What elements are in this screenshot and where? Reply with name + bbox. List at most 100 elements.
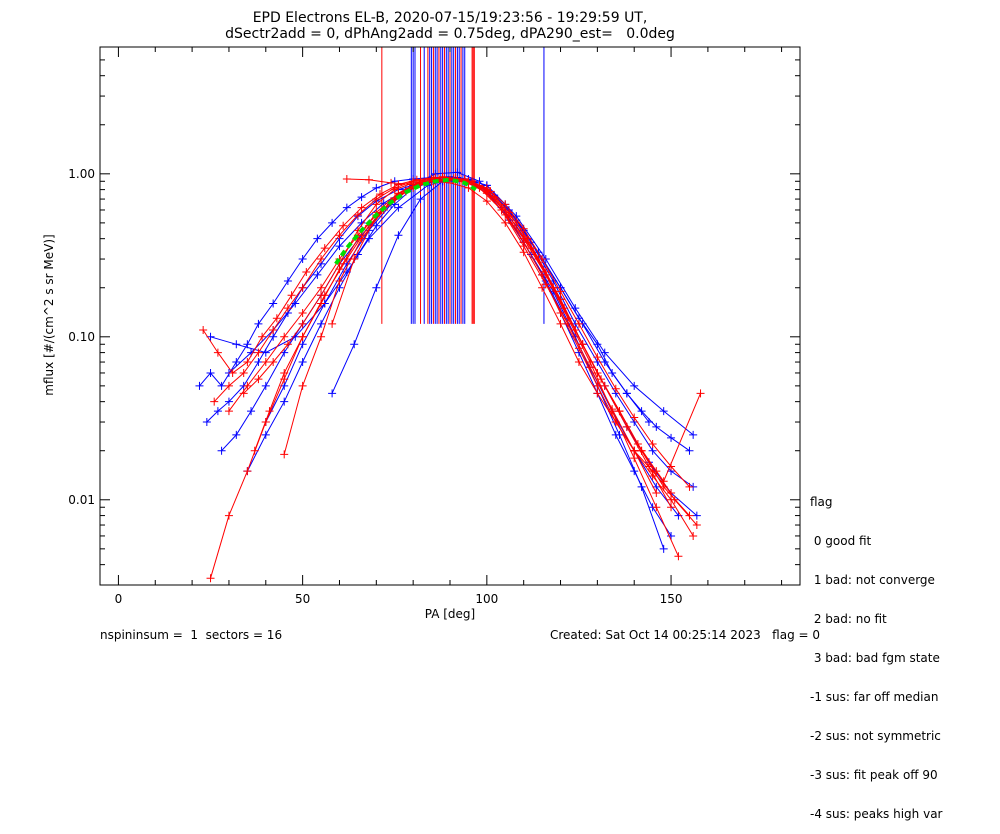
data-point xyxy=(667,495,676,504)
data-point xyxy=(630,381,639,390)
data-point xyxy=(659,482,668,491)
series-line xyxy=(331,176,690,516)
y-tick-label: 0.01 xyxy=(68,493,95,507)
data-point xyxy=(556,287,565,296)
data-point xyxy=(224,407,233,416)
data-point xyxy=(298,358,307,367)
data-point xyxy=(571,326,580,335)
data-point xyxy=(313,270,322,279)
data-point xyxy=(630,413,639,422)
data-point xyxy=(685,511,694,520)
data-point xyxy=(224,381,233,390)
data-point xyxy=(280,450,289,459)
data-point xyxy=(685,482,694,491)
chart-plot: 0 50 100 150 0.01 0.10 1.00 mflux [#/(cm^2 s s… xyxy=(42,46,801,621)
data-series xyxy=(195,168,705,583)
data-point xyxy=(574,319,583,328)
data-point xyxy=(213,407,222,416)
x-tick-label: 100 xyxy=(475,592,498,606)
data-point xyxy=(202,418,211,427)
data-point xyxy=(409,180,418,189)
data-point xyxy=(667,503,676,512)
data-point xyxy=(335,242,344,251)
data-point xyxy=(611,384,620,393)
data-point xyxy=(291,299,300,308)
data-point xyxy=(239,368,248,377)
legend-line: 0 good fit xyxy=(810,534,872,548)
data-point xyxy=(269,332,278,341)
data-point xyxy=(313,234,322,243)
data-point xyxy=(280,397,289,406)
data-point xyxy=(637,407,646,416)
legend-line: -1 sus: far off median xyxy=(810,690,939,704)
data-point xyxy=(254,358,263,367)
data-point xyxy=(482,197,491,206)
data-point xyxy=(689,531,698,540)
data-point xyxy=(317,299,326,308)
data-point xyxy=(615,407,624,416)
data-point xyxy=(261,430,270,439)
data-point xyxy=(217,381,226,390)
data-point xyxy=(501,200,510,209)
data-point xyxy=(600,348,609,357)
data-point xyxy=(298,319,307,328)
data-point xyxy=(600,358,609,367)
data-point xyxy=(272,314,281,323)
data-point xyxy=(269,299,278,308)
data-point xyxy=(243,381,252,390)
y-axis-label: mflux [#/(cm^2 s sr MeV)] xyxy=(42,234,56,395)
data-point xyxy=(667,433,676,442)
data-point xyxy=(652,489,661,498)
y-tick-label: 0.10 xyxy=(68,330,95,344)
data-point xyxy=(283,276,292,285)
data-point xyxy=(416,195,425,204)
data-point xyxy=(574,358,583,367)
data-point xyxy=(372,221,381,230)
data-point xyxy=(659,544,668,553)
data-point xyxy=(364,234,373,243)
data-point xyxy=(652,422,661,431)
data-point xyxy=(394,203,403,212)
legend-line: -2 sus: not symmetric xyxy=(810,729,941,743)
data-point xyxy=(387,178,396,187)
data-point xyxy=(269,326,278,335)
data-point xyxy=(342,174,351,183)
data-point xyxy=(298,381,307,390)
data-point xyxy=(247,407,256,416)
data-point xyxy=(372,283,381,292)
legend-line: -3 sus: fit peak off 90 xyxy=(810,768,938,782)
data-point xyxy=(689,430,698,439)
data-point xyxy=(280,332,289,341)
data-point xyxy=(538,255,547,264)
data-point xyxy=(224,511,233,520)
legend-line: flag xyxy=(810,495,833,509)
footer-created-info: Created: Sat Oct 14 00:25:14 2023 flag =… xyxy=(550,628,821,642)
data-point xyxy=(394,180,403,189)
data-point xyxy=(364,175,373,184)
data-point xyxy=(504,212,513,221)
data-point xyxy=(501,218,510,227)
data-point xyxy=(232,340,241,349)
data-point xyxy=(630,446,639,455)
data-point xyxy=(497,205,506,214)
data-point xyxy=(556,319,565,328)
data-point xyxy=(692,521,701,530)
data-point xyxy=(283,340,292,349)
data-point xyxy=(335,265,344,274)
data-point xyxy=(372,183,381,192)
data-point xyxy=(213,348,222,357)
data-point xyxy=(317,291,326,300)
x-tick-label: 0 xyxy=(115,592,123,606)
y-tick-label: 1.00 xyxy=(68,167,95,181)
data-point xyxy=(644,418,653,427)
fit-curve xyxy=(334,177,477,266)
data-point xyxy=(210,397,219,406)
data-point xyxy=(228,368,237,377)
data-point xyxy=(258,332,267,341)
footer-spin-info: nspininsum = 1 sectors = 16 xyxy=(100,628,283,642)
data-point xyxy=(648,439,657,448)
data-point xyxy=(254,348,263,357)
data-point xyxy=(269,358,278,367)
fit-line xyxy=(334,177,477,266)
data-point xyxy=(357,193,366,202)
